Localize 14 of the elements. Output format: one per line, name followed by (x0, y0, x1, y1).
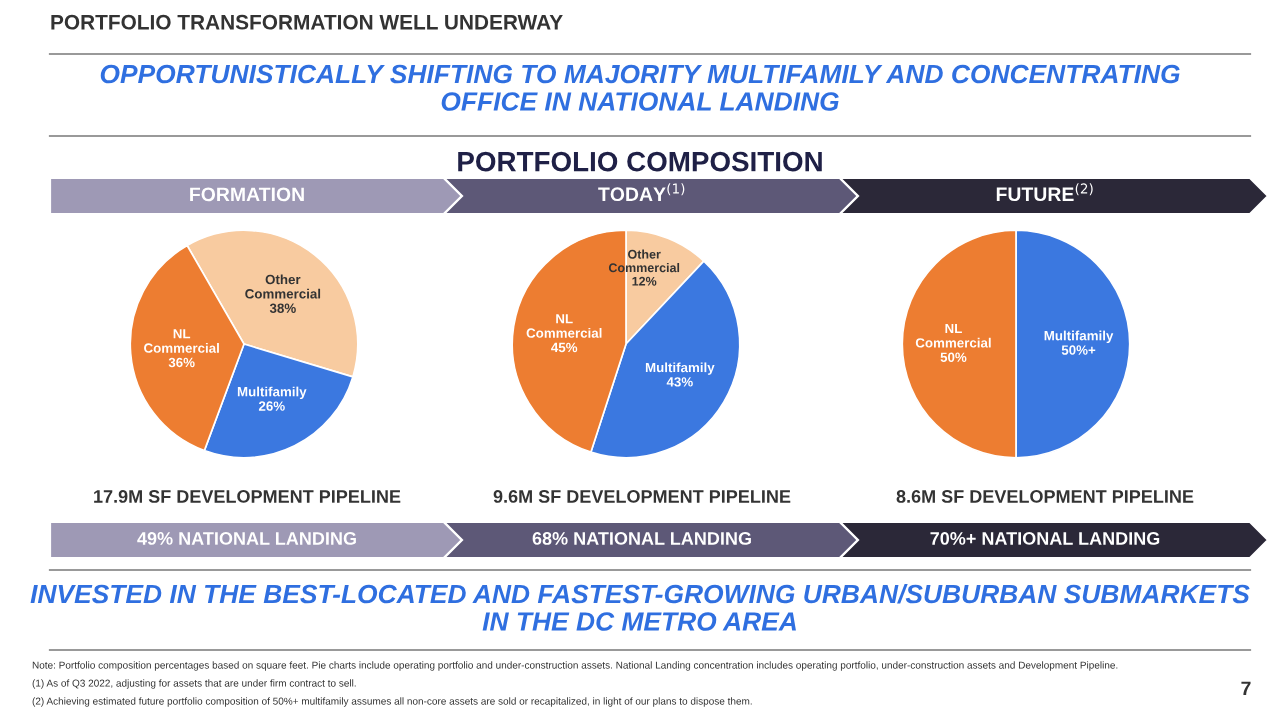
text: 7 (1241, 681, 1251, 696)
text: INVESTED IN THE BEST-LOCATED AND FASTEST-GROWING URBAN/SUBURBAN SUBMARKETS IN THE DC METRO AREA (30, 583, 1250, 631)
chart-title: FUTURE$^{(2)}$ (996, 183, 1093, 202)
text: 70%+ NATIONAL LANDING (930, 532, 1160, 545)
text: 68% NATIONAL LANDING (532, 532, 751, 545)
text: 49% NATIONAL LANDING (137, 532, 356, 545)
text: 8.6M SF DEVELOPMENT PIPELINE (896, 490, 1194, 503)
chart-title: FORMATION (190, 187, 304, 202)
text: PORTFOLIO TRANSFORMATION WELL UNDERWAY (51, 14, 563, 30)
text: OPPORTUNISTICALLY SHIFTING TO MAJORITY MULTIFAMILY AND CONCENTRATING OFFICE IN NATIONAL LANDING (100, 64, 1180, 111)
text: 9.6M SF DEVELOPMENT PIPELINE (493, 490, 791, 503)
text: 17.9M SF DEVELOPMENT PIPELINE (94, 490, 401, 503)
text: PORTFOLIO COMPOSITION (458, 151, 822, 172)
chart-title: TODAY$^{(1)}$ (598, 183, 685, 202)
